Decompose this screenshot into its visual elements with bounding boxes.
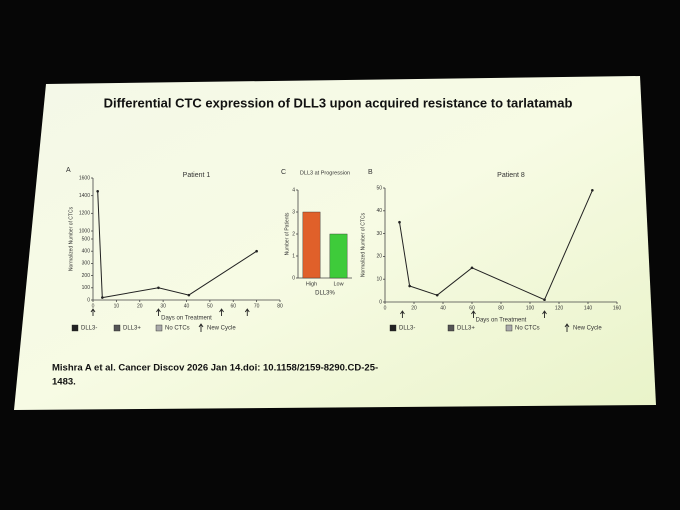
legend-arrow — [564, 323, 570, 332]
legend-swatch — [113, 324, 121, 332]
y-tick-label: 0 — [87, 297, 90, 303]
legend-arrow — [198, 323, 204, 332]
panel-label: B — [368, 169, 373, 176]
panel-label: C — [281, 169, 286, 176]
x-tick-label: 20 — [137, 303, 143, 309]
legend-swatch — [71, 324, 79, 332]
y-tick-label: 400 — [82, 249, 91, 255]
new-cycle-arrow — [471, 310, 476, 318]
x-tick-label: 70 — [254, 303, 260, 309]
panel-label: A — [66, 167, 71, 174]
x-tick-label: High — [306, 281, 317, 287]
x-tick-label: 160 — [613, 305, 622, 311]
legend-label: No CTCs — [165, 326, 190, 332]
x-tick-label: 100 — [526, 305, 535, 311]
data-point — [408, 284, 411, 288]
citation: 1483. — [52, 377, 76, 388]
x-tick-label: 10 — [114, 303, 120, 309]
x-tick-label: 0 — [384, 305, 387, 311]
y-tick-label: 30 — [376, 231, 382, 237]
new-cycle-arrow — [219, 308, 224, 316]
y-tick-label: 50 — [376, 185, 382, 191]
data-point — [543, 298, 546, 302]
y-axis-label: Normalized Number of CTCs — [68, 206, 74, 271]
y-tick-label: 100 — [82, 285, 91, 291]
bar — [302, 211, 321, 279]
x-tick-label: 80 — [498, 305, 504, 311]
y-tick-label: 40 — [376, 208, 382, 214]
y-tick-label: 0 — [379, 299, 382, 305]
y-tick-label: 4 — [292, 187, 295, 193]
legend-label: New Cycle — [573, 326, 602, 332]
legend-label: DLL3+ — [123, 326, 141, 332]
legend-swatch — [447, 324, 455, 332]
x-tick-label: Low — [333, 281, 343, 287]
legend-label: New Cycle — [207, 326, 236, 332]
y-tick-label: 1600 — [79, 175, 90, 181]
x-tick-label: 0 — [92, 303, 95, 309]
new-cycle-arrow — [542, 310, 547, 318]
new-cycle-arrow — [400, 310, 405, 318]
x-tick-label: 40 — [440, 305, 446, 311]
y-tick-label: 300 — [82, 261, 91, 267]
y-axis-label: Number of Patients — [284, 212, 290, 255]
data-point — [398, 220, 401, 224]
slide-title: Differential CTC expression of DLL3 upon… — [104, 95, 573, 110]
bar — [329, 233, 348, 279]
y-tick-label: 10 — [376, 277, 382, 283]
y-tick-label: 1 — [292, 253, 295, 259]
data-point — [435, 293, 439, 297]
y-tick-label: 1400 — [79, 193, 90, 199]
new-cycle-arrow — [156, 308, 161, 316]
y-tick-label: 200 — [82, 273, 91, 279]
chart-title: Patient 8 — [497, 172, 525, 179]
x-tick-label: 60 — [469, 305, 475, 311]
x-tick-label: 20 — [411, 305, 417, 311]
legend-swatch — [389, 324, 397, 332]
legend-swatch — [505, 324, 513, 332]
citation: Mishra A et al. Cancer Discov 2026 Jan 1… — [52, 363, 378, 374]
x-axis-label: DLL3% — [315, 291, 335, 297]
data-point — [96, 189, 99, 193]
chart-title: Patient 1 — [183, 172, 211, 179]
y-tick-label: 1200 — [79, 211, 90, 217]
x-tick-label: 140 — [584, 305, 593, 311]
data-point — [255, 249, 258, 253]
x-axis-label: Days on Treatment — [161, 316, 212, 322]
data-point — [101, 296, 104, 299]
legend-label: DLL3- — [81, 326, 97, 332]
legend-label: DLL3- — [399, 326, 415, 332]
y-tick-label: 2 — [292, 231, 295, 237]
x-tick-label: 40 — [184, 303, 190, 309]
new-cycle-arrow — [90, 308, 96, 316]
new-cycle-arrow — [244, 308, 250, 316]
y-tick-label: 500 — [82, 236, 91, 242]
legend-swatch — [155, 324, 163, 332]
x-tick-label: 120 — [555, 305, 564, 311]
y-axis-label: Normalized Number of CTCs — [360, 212, 366, 277]
legend-label: No CTCs — [515, 326, 540, 332]
y-tick-label: 1000 — [79, 228, 90, 234]
legend-label: DLL3+ — [457, 326, 475, 332]
data-point — [157, 286, 160, 290]
x-tick-label: 80 — [277, 303, 283, 309]
x-axis-label: Days on Treatment — [476, 318, 527, 324]
x-tick-label: 50 — [207, 303, 213, 309]
y-tick-label: 3 — [292, 209, 295, 215]
chart-title: DLL3 at Progression — [300, 170, 350, 176]
x-tick-label: 30 — [160, 303, 166, 309]
data-line — [399, 190, 593, 301]
y-tick-label: 0 — [292, 275, 295, 281]
y-tick-label: 20 — [376, 254, 382, 260]
data-point — [470, 266, 474, 270]
data-point — [187, 293, 191, 297]
data-point — [591, 188, 594, 192]
x-tick-label: 60 — [230, 303, 236, 309]
